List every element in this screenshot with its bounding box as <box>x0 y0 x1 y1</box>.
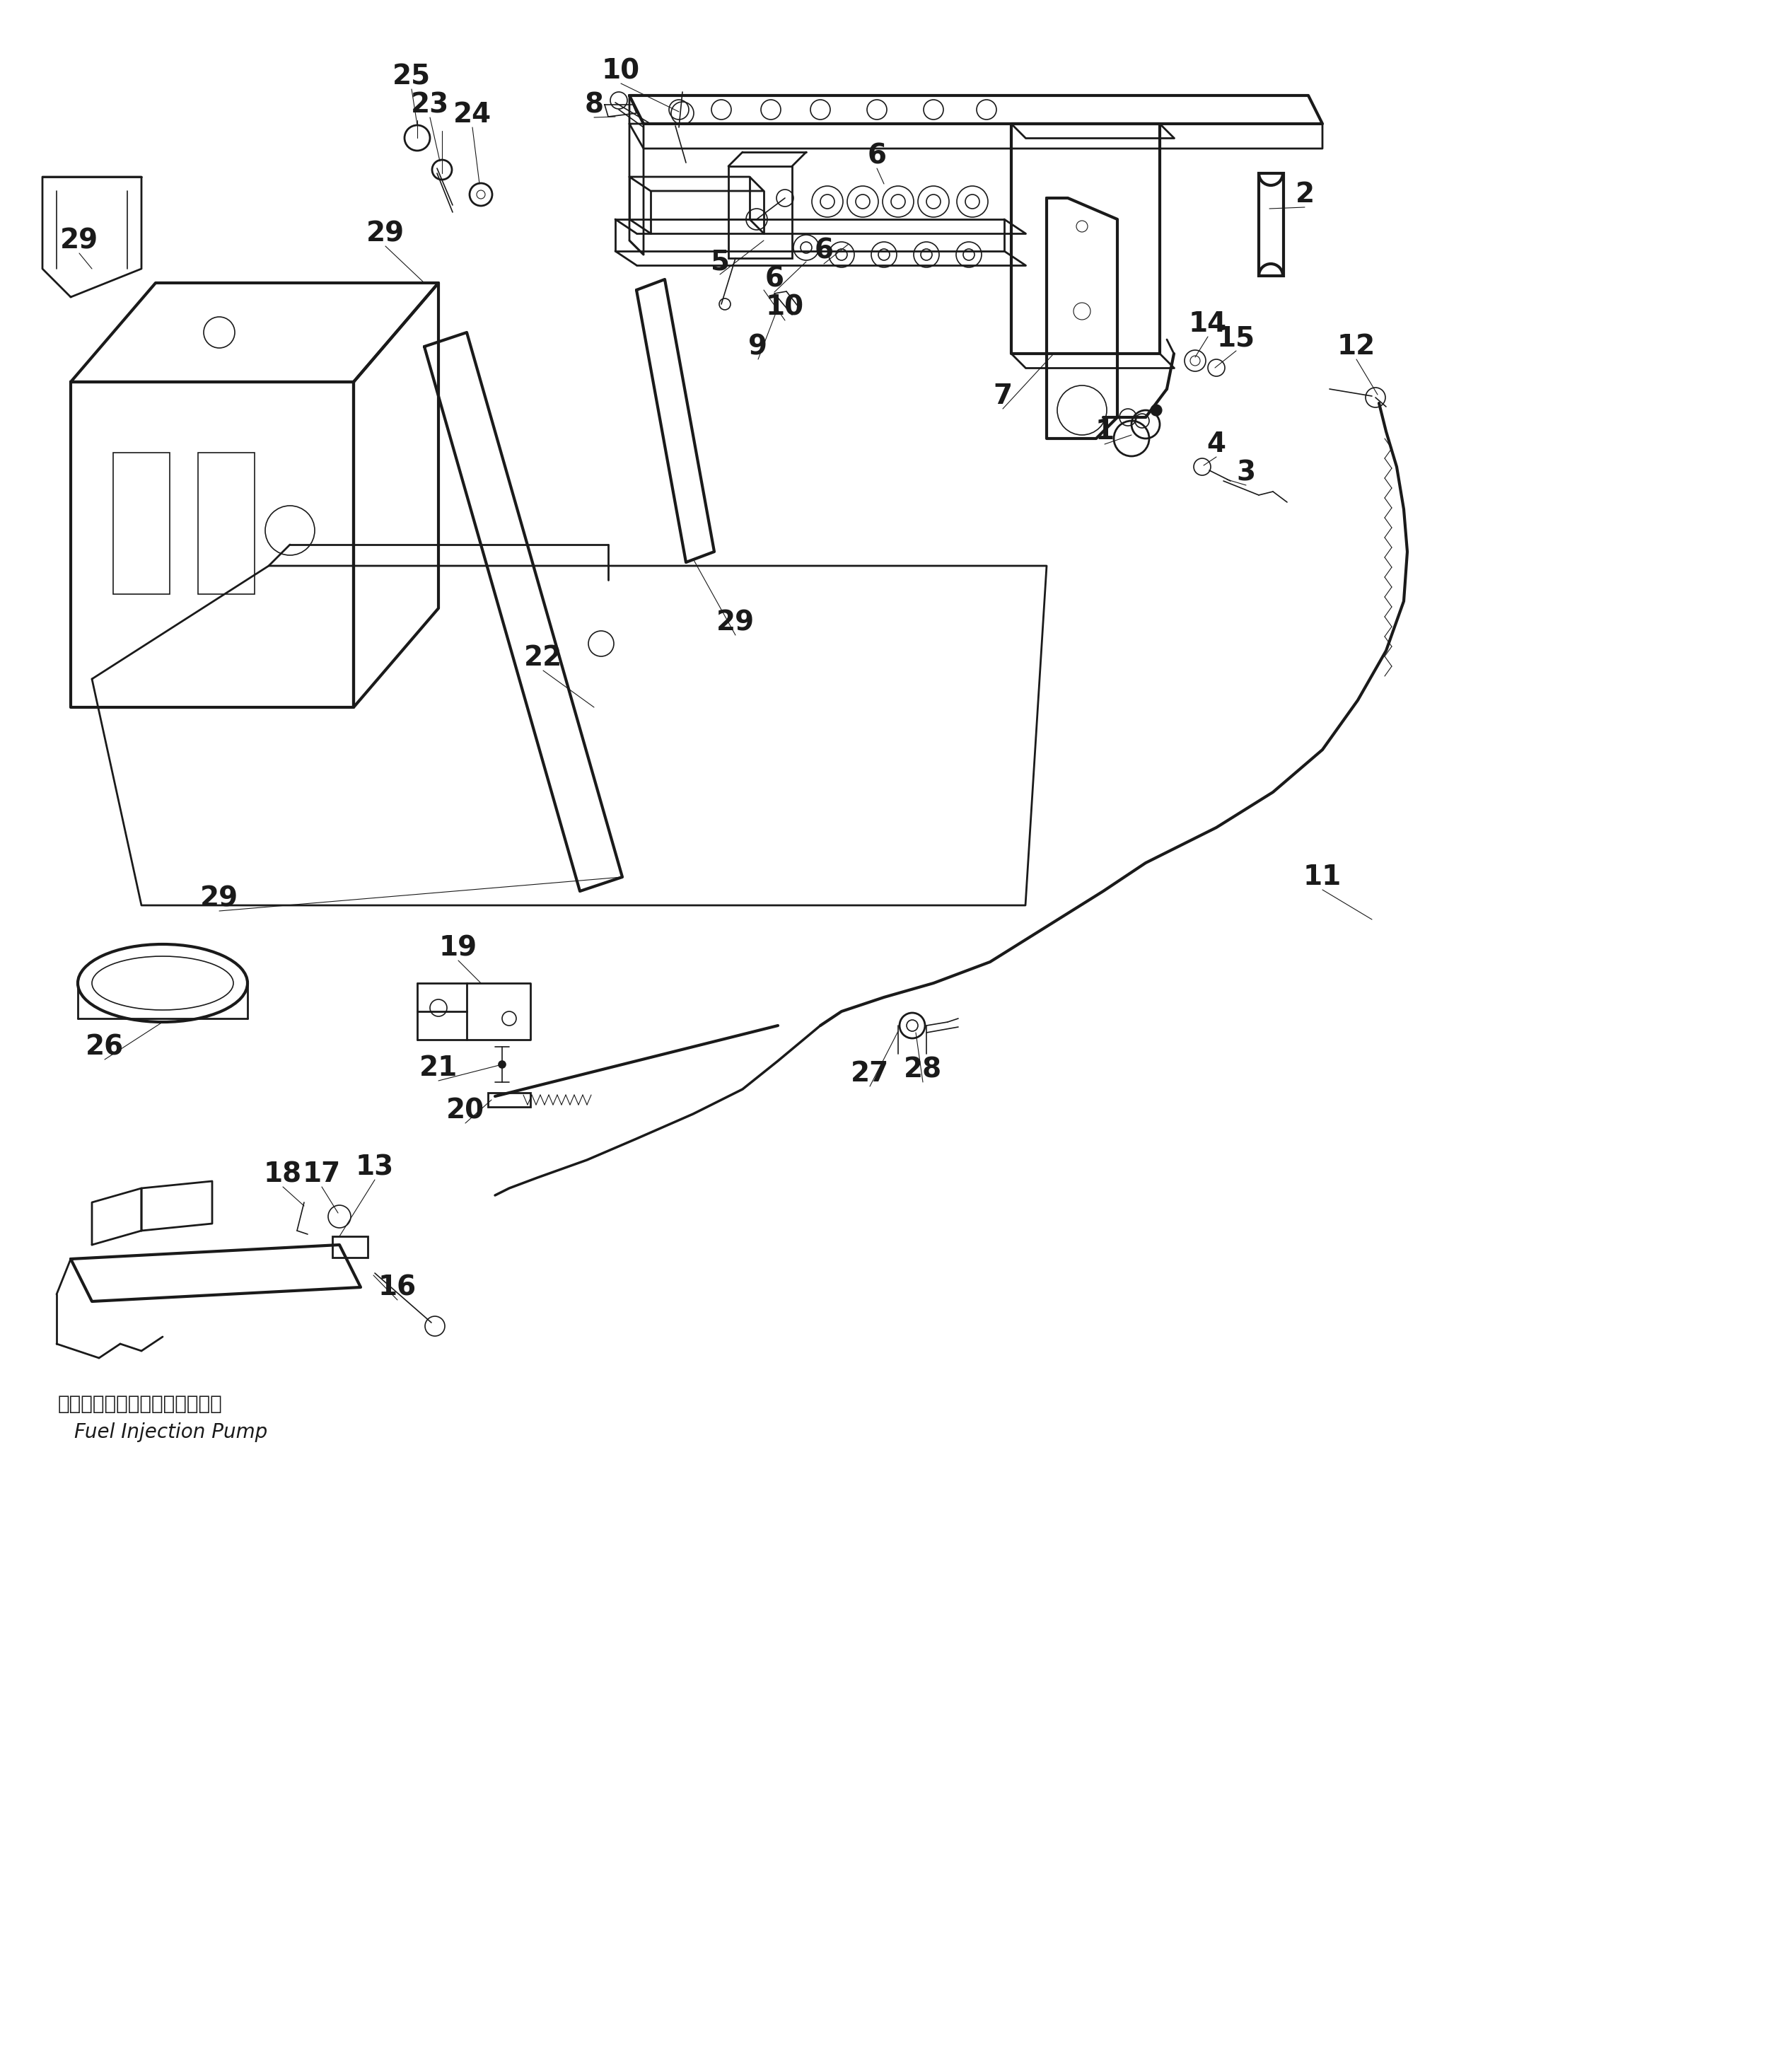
Text: 5: 5 <box>710 248 729 275</box>
Bar <box>332 1236 367 1258</box>
Text: 25: 25 <box>392 64 430 90</box>
Text: 1: 1 <box>1095 418 1115 445</box>
Text: 6: 6 <box>814 238 833 264</box>
Text: 3: 3 <box>1236 459 1256 486</box>
Text: 12: 12 <box>1337 334 1376 361</box>
Circle shape <box>498 1061 505 1068</box>
Text: 10: 10 <box>765 295 805 322</box>
Text: 29: 29 <box>201 885 238 912</box>
Text: 2: 2 <box>1296 180 1314 207</box>
Circle shape <box>1150 404 1161 416</box>
Text: 26: 26 <box>86 1033 124 1059</box>
Text: 10: 10 <box>602 57 640 84</box>
Bar <box>1258 174 1283 277</box>
Bar <box>113 453 170 594</box>
Text: 8: 8 <box>584 92 604 119</box>
Text: Fuel Injection Pump: Fuel Injection Pump <box>73 1422 267 1442</box>
Text: 27: 27 <box>851 1059 889 1088</box>
Text: 21: 21 <box>419 1055 457 1082</box>
Text: 13: 13 <box>355 1154 394 1180</box>
Bar <box>487 1092 530 1106</box>
Text: 17: 17 <box>303 1160 340 1188</box>
Text: 29: 29 <box>717 609 754 635</box>
Text: 23: 23 <box>410 92 450 119</box>
Text: 28: 28 <box>903 1055 943 1082</box>
Text: 6: 6 <box>765 266 783 293</box>
Text: 4: 4 <box>1206 430 1226 457</box>
Text: 6: 6 <box>867 141 887 168</box>
Text: フェルインジェクションポンプ: フェルインジェクションポンプ <box>57 1393 222 1414</box>
Text: 29: 29 <box>61 227 99 254</box>
Text: 20: 20 <box>446 1096 484 1123</box>
Text: 14: 14 <box>1188 311 1228 338</box>
Text: 29: 29 <box>366 219 405 246</box>
Text: 11: 11 <box>1303 863 1342 891</box>
Text: 22: 22 <box>523 643 563 672</box>
Bar <box>197 453 254 594</box>
Text: 9: 9 <box>749 334 767 361</box>
Text: 24: 24 <box>453 100 491 127</box>
Text: 18: 18 <box>263 1160 303 1188</box>
Text: 19: 19 <box>439 934 477 961</box>
Text: 15: 15 <box>1217 324 1254 352</box>
Text: 16: 16 <box>378 1274 416 1301</box>
Text: 7: 7 <box>993 383 1012 410</box>
Bar <box>728 166 792 258</box>
